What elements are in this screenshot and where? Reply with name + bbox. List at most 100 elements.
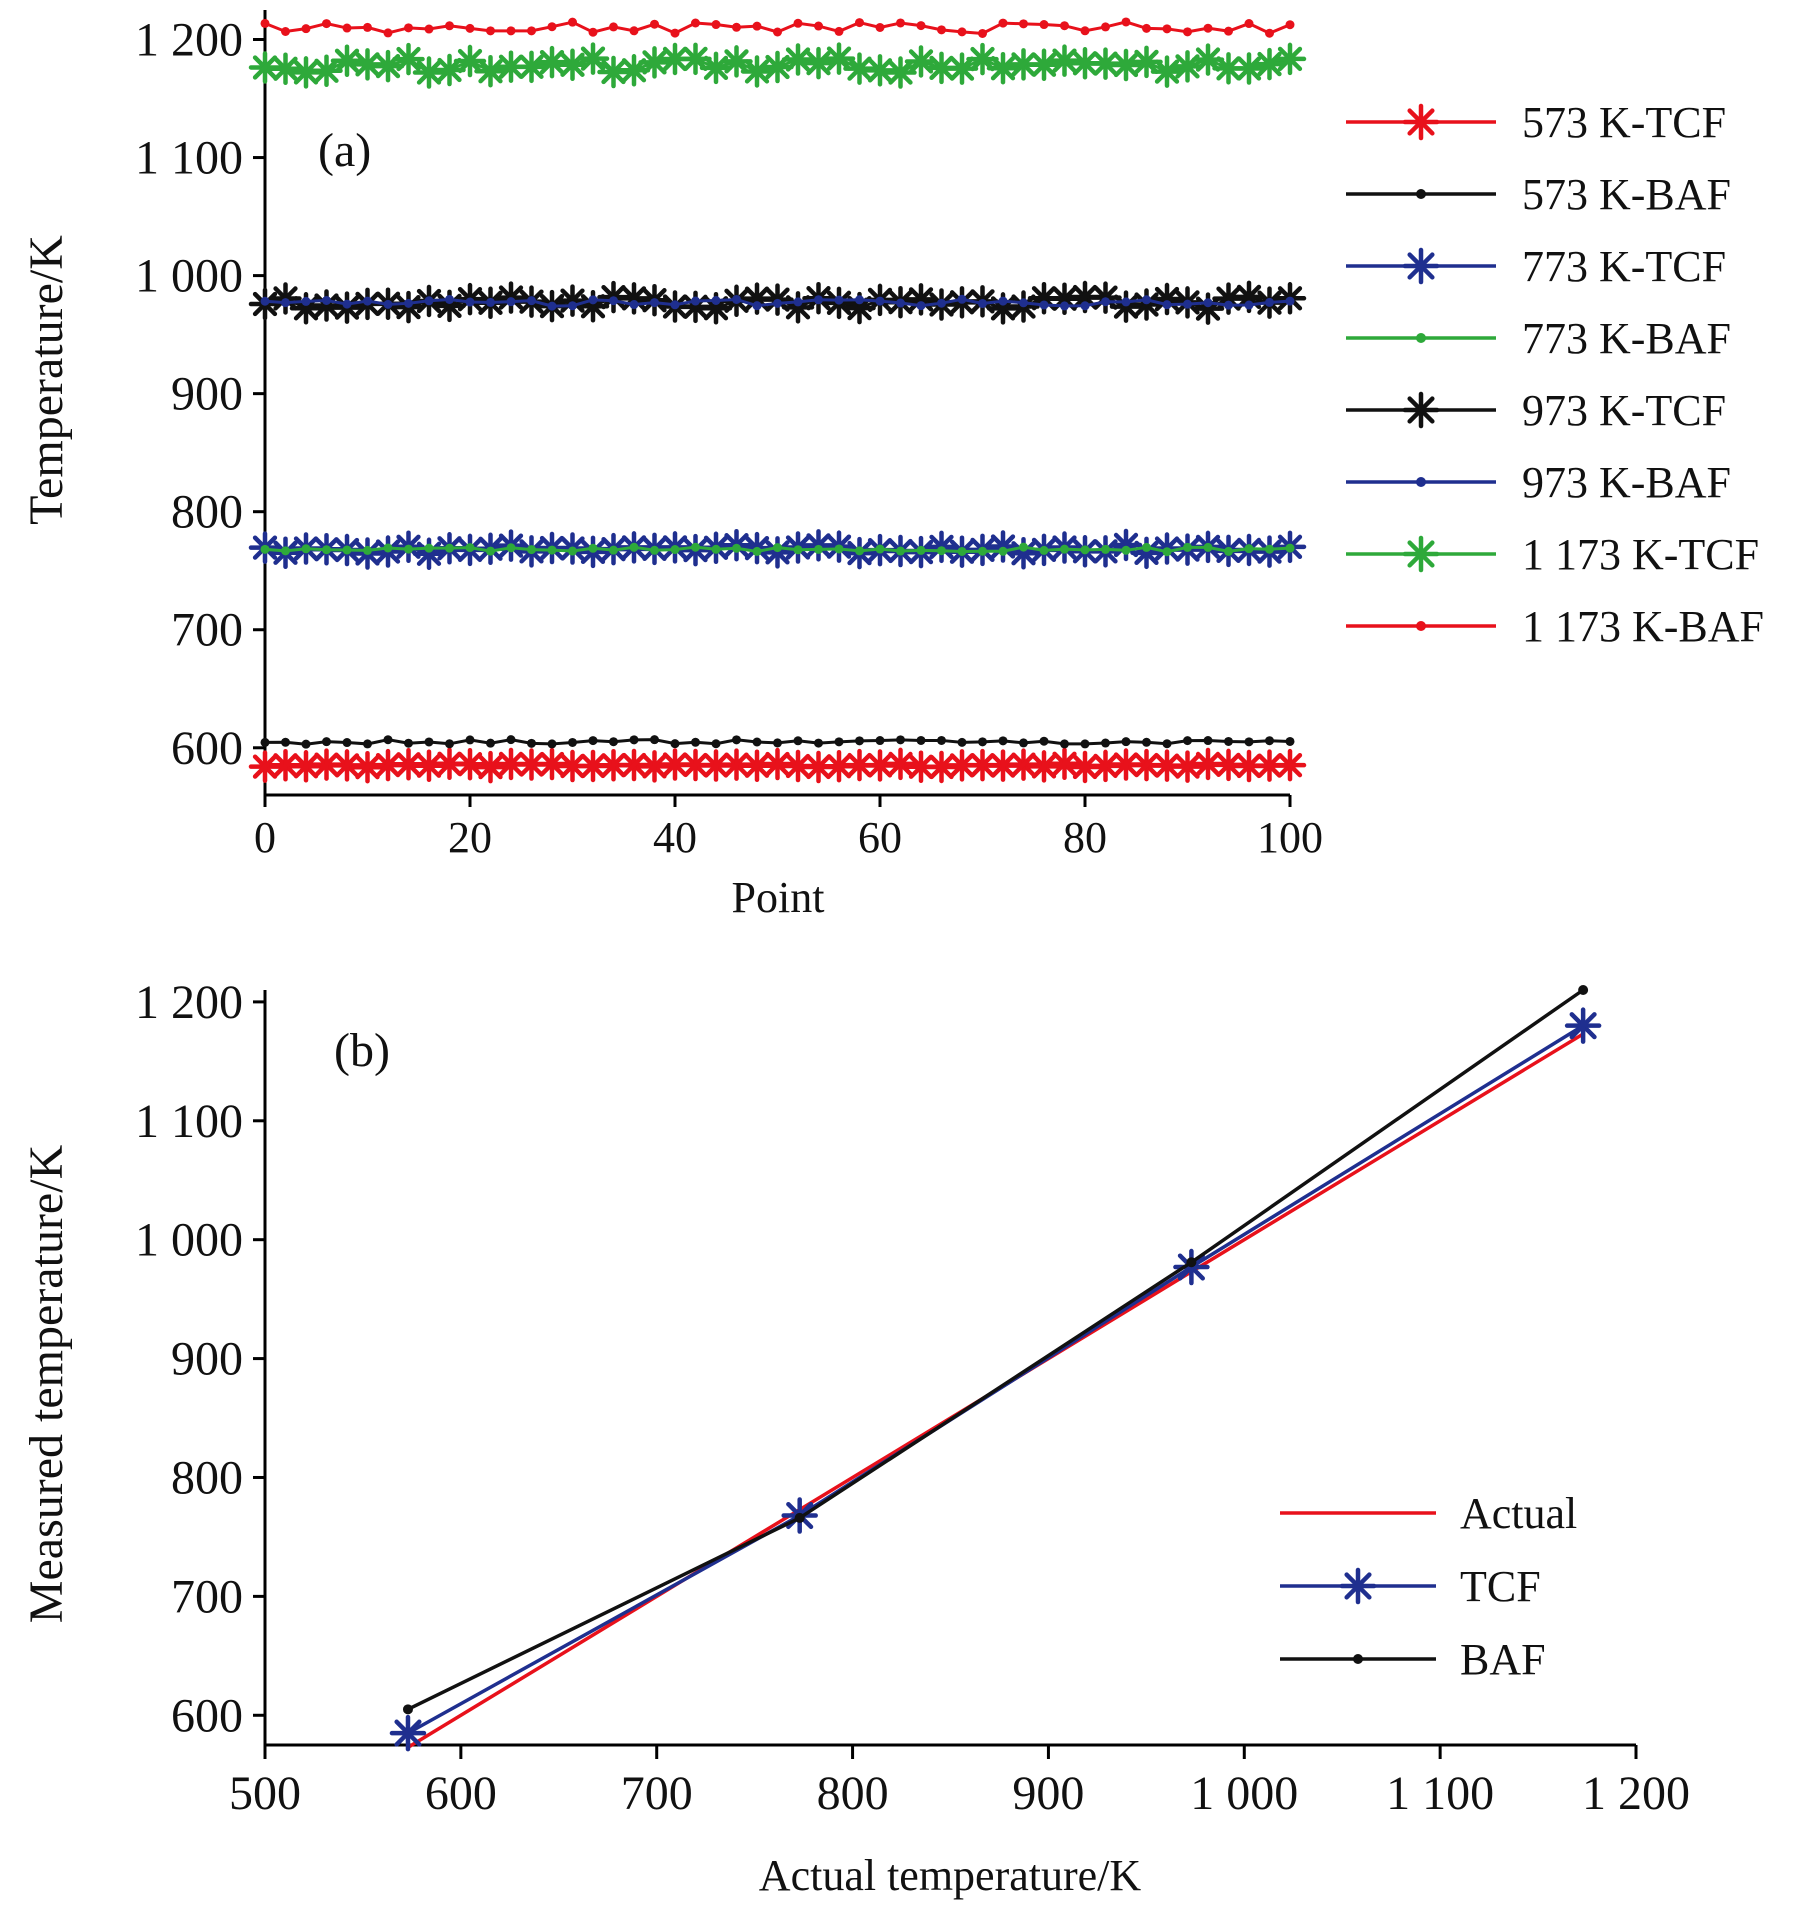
panel-b-point-marker <box>1186 1257 1196 1267</box>
panel-a-point-marker <box>1163 300 1172 309</box>
panel-a-point-marker <box>302 297 311 306</box>
panel-a-point-marker <box>1081 301 1090 310</box>
panel-a-point-marker <box>1133 291 1161 319</box>
panel-a-y-tick-label: 1 100 <box>135 132 243 185</box>
panel-a-point-marker <box>261 738 270 747</box>
panel-a-point-marker <box>1183 300 1192 309</box>
legend-dot-marker <box>1353 1654 1363 1664</box>
panel-a-point-marker <box>343 545 352 554</box>
panel-a-point-marker <box>773 543 782 552</box>
panel-a-point-marker <box>1163 739 1172 748</box>
panel-a-point-marker <box>1163 547 1172 556</box>
panel-a-point-marker <box>887 750 915 778</box>
panel-a-point-marker <box>466 298 475 307</box>
panel-a-point-marker <box>1040 300 1049 309</box>
panel-b-point-marker <box>403 1704 413 1714</box>
panel-a-x-axis-title: Point <box>732 873 825 922</box>
panel-a-point-marker <box>1040 546 1049 555</box>
panel-a-point-marker <box>1204 543 1213 552</box>
panel-a-point-marker <box>1204 24 1213 33</box>
panel-a-legend-label: 773 K-BAF <box>1522 314 1731 363</box>
panel-a-point-marker <box>999 19 1008 28</box>
panel-a-legend-item: 973 K-TCF <box>1346 386 1726 435</box>
panel-a-point-marker <box>384 543 393 552</box>
panel-a-point-marker <box>1183 543 1192 552</box>
panel-a-point-marker <box>958 738 967 747</box>
panel-a-point-marker <box>343 24 352 33</box>
panel-a-point-marker <box>1112 51 1140 79</box>
panel-a-point-marker <box>425 25 434 34</box>
panel-a-legend-item: 1 173 K-TCF <box>1346 530 1759 579</box>
panel-a-point-marker <box>548 22 557 31</box>
panel-a-point-marker <box>322 737 331 746</box>
panel-a-point-marker <box>384 28 393 37</box>
panel-b-y-tick-label: 1 200 <box>135 976 243 1029</box>
panel-a-point-marker <box>978 299 987 308</box>
panel-a-point-marker <box>671 29 680 38</box>
panel-a-point-marker <box>404 545 413 554</box>
panel-a-point-marker <box>794 736 803 745</box>
panel-a-y-tick-label: 700 <box>171 604 243 657</box>
panel-a-legend-label: 1 173 K-TCF <box>1522 530 1759 579</box>
panel-b-x-tick-label: 600 <box>425 1767 497 1820</box>
panel-a-point-marker <box>1224 301 1233 310</box>
panel-a-point-marker <box>1019 738 1028 747</box>
panel-a-point-marker <box>261 545 270 554</box>
panel-a-point-marker <box>609 296 618 305</box>
panel-a-point-marker <box>363 739 372 748</box>
panel-a-point-marker <box>1019 543 1028 552</box>
panel-a-point-marker <box>732 295 741 304</box>
panel-a-point-marker <box>445 21 454 30</box>
panel-a-y-tick-label: 1 000 <box>135 250 243 303</box>
panel-a-point-marker <box>732 735 741 744</box>
panel-a-point-marker <box>1040 737 1049 746</box>
panel-a-point-marker <box>1183 736 1192 745</box>
panel-a-point-marker <box>302 544 311 553</box>
panel-b-series-tcf <box>392 1010 1599 1749</box>
panel-b-y-tick-label: 600 <box>171 1689 243 1742</box>
panel-a-point-marker <box>1286 544 1295 553</box>
panel-a-point-marker <box>835 737 844 746</box>
panel-a-point-marker <box>466 24 475 33</box>
panel-a-point-marker <box>404 23 413 32</box>
panel-a-legend-label: 573 K-BAF <box>1522 170 1731 219</box>
panel-a-legend-item: 573 K-BAF <box>1346 170 1731 219</box>
panel-a-point-marker <box>671 300 680 309</box>
panel-a-point-marker <box>1101 545 1110 554</box>
panel-a-point-marker <box>548 302 557 311</box>
panel-a-point-marker <box>937 299 946 308</box>
panel-a-point-marker <box>937 736 946 745</box>
panel-a-point-marker <box>1276 751 1304 779</box>
panel-a-point-marker <box>1101 739 1110 748</box>
panel-a-point-marker <box>1142 543 1151 552</box>
legend-dot-marker <box>1416 621 1426 631</box>
panel-a-point-marker <box>917 21 926 30</box>
panel-a-point-marker <box>978 547 987 556</box>
panel-a-point-marker <box>1224 737 1233 746</box>
panel-a-point-marker <box>1051 47 1079 75</box>
panel-a-point-marker <box>712 739 721 748</box>
panel-a-point-marker <box>333 47 361 75</box>
panel-a-x-tick-label: 40 <box>653 813 697 862</box>
panel-a-point-marker <box>641 48 669 76</box>
panel-a-point-marker <box>691 543 700 552</box>
figure: (a) Temperature/K Point 6007008009001 00… <box>0 0 1800 1919</box>
panel-a-point-marker <box>989 54 1017 82</box>
panel-a-point-marker <box>466 543 475 552</box>
panel-a-point-marker <box>404 299 413 308</box>
panel-a-point-marker <box>650 298 659 307</box>
panel-a-point-marker <box>1265 736 1274 745</box>
panel-a-point-marker <box>999 547 1008 556</box>
panel-a-legend-item: 773 K-BAF <box>1346 314 1731 363</box>
panel-b-series-line <box>408 990 1583 1709</box>
panel-a-point-marker <box>958 27 967 36</box>
panel-a-point-marker <box>261 297 270 306</box>
panel-a-y-tick-label: 1 200 <box>135 14 243 67</box>
legend-dot-marker <box>1416 189 1426 199</box>
panel-a-point-marker <box>835 544 844 553</box>
panel-b-x-axis-title: Actual temperature/K <box>759 1851 1142 1900</box>
panel-a-point-marker <box>1122 297 1131 306</box>
panel-a-point-marker <box>1122 17 1131 26</box>
panel-a-point-marker <box>650 735 659 744</box>
panel-a-point-marker <box>794 19 803 28</box>
